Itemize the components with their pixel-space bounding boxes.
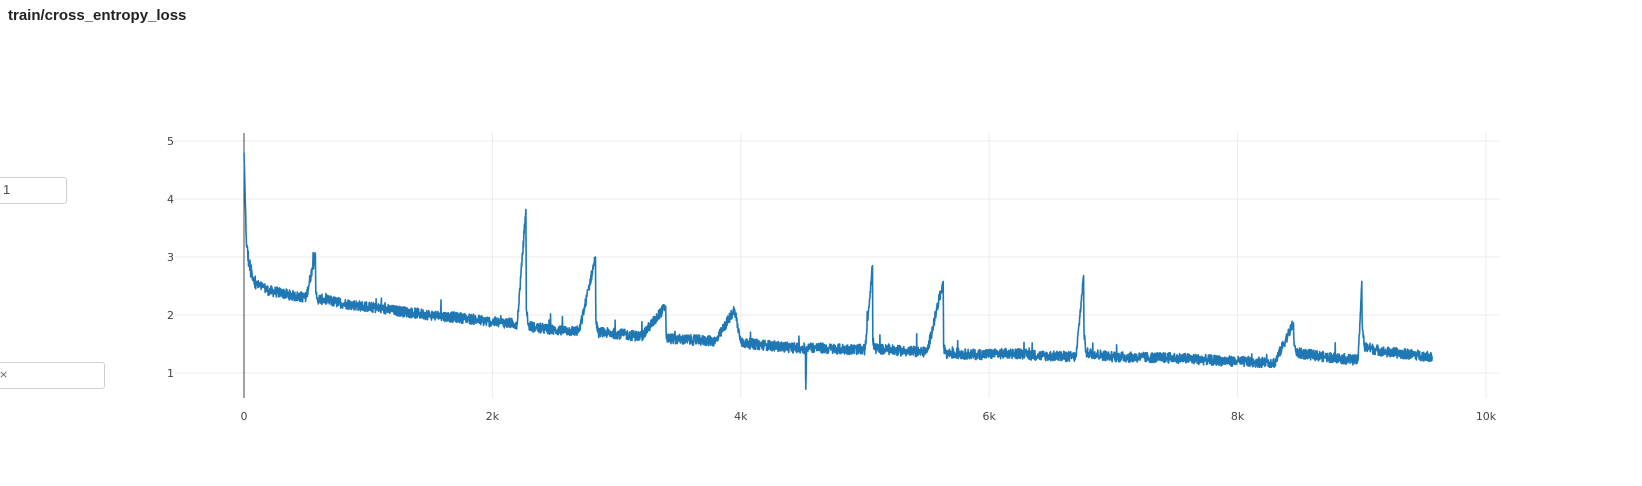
x-tick-label: 6k [983, 410, 997, 423]
x-tick-label: 8k [1231, 410, 1245, 423]
y-tick-label: 5 [167, 135, 174, 148]
x-tick-label: 10k [1476, 410, 1497, 423]
chart-axes: 1 2 3 4 5 0 2k 4k 6k 8k 10k [167, 133, 1497, 423]
close-icon[interactable]: × [0, 368, 9, 381]
smoothing-input-value: 1 [3, 182, 11, 197]
y-tick-label: 4 [167, 193, 174, 206]
chart-grid [175, 133, 1500, 398]
y-tick-label: 1 [167, 367, 174, 380]
panel-title: train/cross_entropy_loss [8, 7, 187, 24]
y-tick-label: 2 [167, 309, 174, 322]
smoothing-input[interactable]: 1 [0, 177, 67, 204]
loss-series-line [243, 152, 1434, 390]
x-tick-label: 0 [241, 410, 248, 423]
y-tick-label: 3 [167, 251, 174, 264]
run-filter-input[interactable]: × [0, 362, 105, 389]
x-tick-label: 4k [734, 410, 748, 423]
x-tick-label: 2k [486, 410, 500, 423]
chart-series [243, 152, 1434, 390]
